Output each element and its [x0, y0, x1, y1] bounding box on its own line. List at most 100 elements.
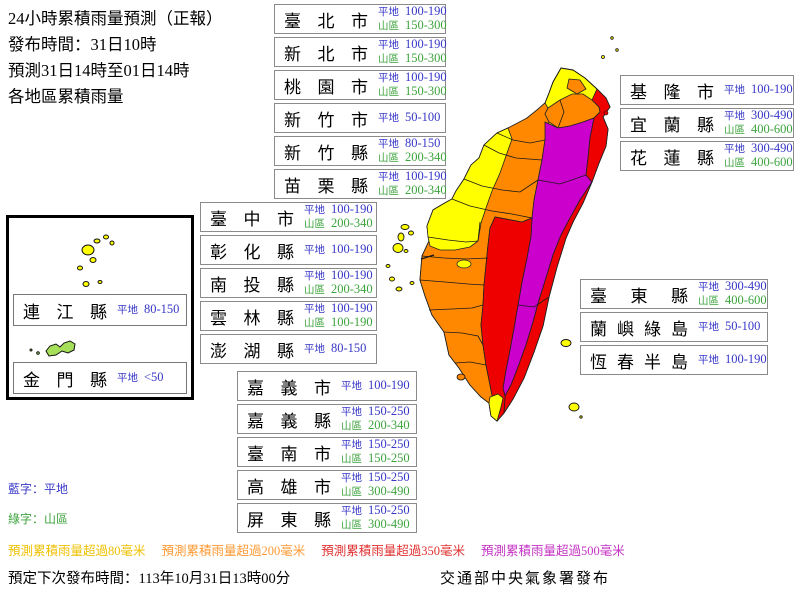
region-box: 連江縣 平地 80-150: [13, 294, 187, 326]
plain-value: 150-250: [368, 469, 410, 484]
region-box: 臺南市 平地 150-250 山區 150-250: [237, 437, 417, 467]
map-region-yellow-coast: [426, 127, 513, 251]
east-north-region-list: 基隆市 平地 100-190 宜蘭縣 平地 300-490 山區 400-600 花蓮縣 平地 30…: [620, 75, 794, 174]
region-name: 恆春半島: [590, 352, 688, 372]
plain-label: 平地: [117, 372, 138, 384]
region-name: 屏東縣: [247, 510, 331, 530]
region-name: 蘭嶼綠島: [590, 319, 688, 339]
forecast-period: 預測31日14時至01日14時: [8, 61, 190, 80]
mountain-label: 山區: [304, 285, 325, 296]
region-name: 花蓮縣: [630, 148, 714, 168]
plain-label: 平地: [341, 472, 362, 484]
plain-label: 平地: [304, 343, 325, 355]
county-boundaries: [419, 99, 587, 366]
mountain-label: 山區: [724, 125, 745, 136]
map-region-orange-taipei: [566, 78, 587, 95]
mountain-value: 400-600: [751, 155, 793, 169]
mountain-label: 山區: [378, 21, 399, 32]
region-box: 臺北市 平地 100-190 山區 150-300: [274, 4, 447, 34]
plain-value: 100-190: [331, 300, 373, 315]
south-region-list: 嘉義市 平地 100-190 嘉義縣 平地 150-250 山區 200-340 臺南市 平地 15…: [237, 371, 417, 536]
mountain-label: 山區: [341, 520, 362, 531]
plain-value: 150-250: [368, 403, 410, 418]
issuer: 交通部中央氣象署發布: [440, 571, 611, 587]
title-block: 24小時累積雨量預測（正報） 發布時間：31日10時 預測31日14時至01日1…: [8, 6, 223, 110]
plain-label: 平地: [341, 380, 362, 392]
mountain-label: 山區: [304, 219, 325, 230]
region-name: 連江縣: [23, 302, 107, 322]
north-region-list: 臺北市 平地 100-190 山區 150-300 新北市 平地 100-190 山區 150-3…: [274, 4, 447, 202]
guishan-island: [603, 110, 609, 116]
mountain-label: 山區: [378, 54, 399, 65]
mountain-value: 400-600: [751, 122, 793, 136]
mountain-value: 300-490: [368, 484, 410, 498]
plain-value: 100-190: [331, 241, 373, 256]
note-plain-color: 藍字：平地: [8, 482, 69, 496]
plain-value: 100-190: [405, 168, 447, 183]
plain-label: 平地: [724, 110, 745, 122]
region-box: 新北市 平地 100-190 山區 150-300: [274, 36, 447, 67]
east-south-region-list: 臺東縣 平地 300-490 山區 400-600 蘭嶼綠島 平地 50-100 恆春半島 平地 1…: [580, 279, 768, 378]
mountain-label: 山區: [378, 186, 399, 197]
plain-value: 300-490: [725, 278, 767, 293]
mountain-value: 150-300: [405, 18, 447, 32]
plain-value: 300-490: [751, 140, 793, 155]
plain-value: 150-250: [368, 502, 410, 517]
region-name: 臺北市: [284, 11, 368, 31]
plain-label: 平地: [698, 321, 719, 333]
plain-label: 平地: [698, 354, 719, 366]
map-region-yellow-southtip: [488, 393, 504, 422]
green-island: [560, 339, 572, 347]
region-box: 澎湖縣 平地 80-150: [200, 334, 377, 364]
region-box: 嘉義市 平地 100-190: [237, 371, 417, 401]
region-name: 澎湖縣: [210, 341, 294, 361]
plain-value: 100-190: [751, 81, 793, 96]
region-name: 臺南市: [247, 444, 331, 464]
region-box: 恆春半島 平地 100-190: [580, 345, 768, 375]
region-box: 蘭嶼綠島 平地 50-100: [580, 312, 768, 342]
mountain-label: 山區: [378, 87, 399, 98]
plain-label: 平地: [304, 204, 325, 216]
page-title: 24小時累積雨量預測（正報）: [8, 9, 223, 28]
plain-value: <50: [144, 369, 164, 384]
plain-value: 80-150: [405, 135, 441, 150]
rainfall-legend: 預測累積雨量超過80毫米 預測累積雨量超過200毫米 預測累積雨量超過350毫米 預測…: [8, 540, 641, 560]
plain-label: 平地: [304, 270, 325, 282]
mountain-label: 山區: [698, 296, 719, 307]
region-box: 新竹市 平地 50-100: [274, 103, 446, 133]
region-name: 嘉義縣: [247, 411, 331, 431]
region-name: 宜蘭縣: [630, 115, 714, 135]
plain-label: 平地: [698, 281, 719, 293]
plain-label: 平地: [378, 138, 399, 150]
plain-value: 100-190: [725, 351, 767, 366]
mountain-value: 200-340: [405, 150, 447, 164]
offshore-region-list: 連江縣 平地 80-150 金門縣 平地 <50: [13, 294, 187, 430]
map-yellow-enclave: [456, 259, 472, 269]
region-box: 南投縣 平地 100-190 山區 200-340: [200, 268, 377, 298]
region-box: 嘉義縣 平地 150-250 山區 200-340: [237, 404, 417, 434]
region-name: 雲林縣: [210, 308, 294, 328]
region-name: 臺東縣: [590, 286, 688, 306]
region-name: 基隆市: [630, 82, 714, 102]
plain-value: 100-190: [405, 36, 447, 51]
region-box: 基隆市 平地 100-190: [620, 75, 794, 105]
plain-value: 100-190: [405, 69, 447, 84]
region-name: 桃園市: [284, 77, 368, 97]
mountain-value: 100-190: [331, 315, 373, 329]
region-box: 桃園市 平地 100-190 山區 150-300: [274, 69, 447, 100]
issue-time: 發布時間：31日10時: [8, 35, 157, 54]
plain-label: 平地: [378, 72, 399, 84]
central-region-list: 臺中市 平地 100-190 山區 200-340 彰化縣 平地 100-190 南投縣 平地 10…: [200, 202, 377, 367]
plain-label: 平地: [341, 505, 362, 517]
plain-label: 平地: [378, 6, 399, 18]
mountain-value: 300-490: [368, 517, 410, 531]
subtitle: 各地區累積雨量: [8, 87, 124, 106]
mountain-label: 山區: [304, 318, 325, 329]
plain-label: 平地: [341, 406, 362, 418]
region-box: 金門縣 平地 <50: [13, 362, 187, 394]
mountain-value: 200-340: [368, 418, 410, 432]
region-box: 花蓮縣 平地 300-490 山區 400-600: [620, 141, 794, 171]
plain-value: 150-250: [368, 436, 410, 451]
region-name: 嘉義市: [247, 378, 331, 398]
